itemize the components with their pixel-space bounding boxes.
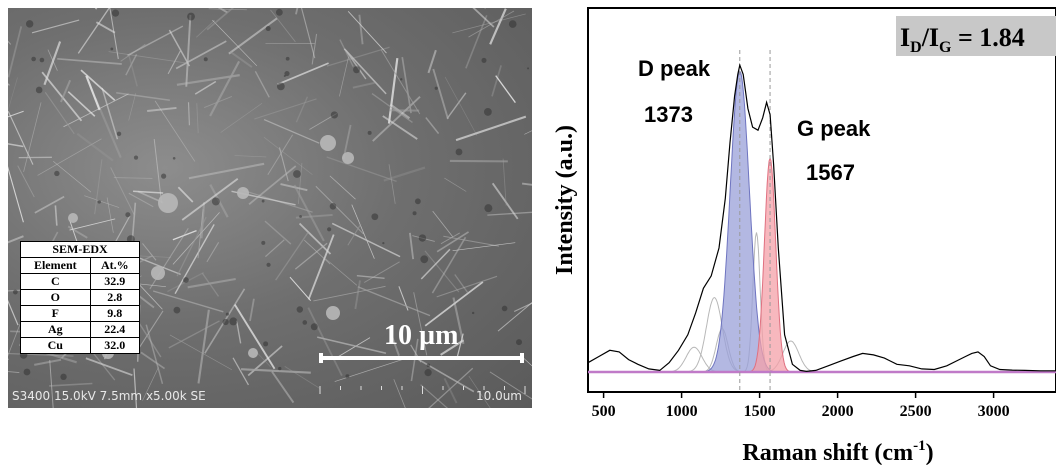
x-axis-ticks: 500 1000 1500 2000 2500 3000 bbox=[592, 392, 1010, 420]
x-axis-title-main: Raman shift (cm bbox=[742, 440, 913, 465]
ratio-value: = 1.84 bbox=[951, 23, 1024, 52]
x-tick-label: 3000 bbox=[978, 403, 1010, 420]
x-tick-label: 2500 bbox=[900, 403, 932, 420]
y-axis-title: Intensity (a.u.) bbox=[552, 125, 578, 275]
edx-value: 32.0 bbox=[89, 337, 141, 354]
x-tick-label: 1000 bbox=[666, 403, 698, 420]
sem-footer: S3400 15.0kV 7.5mm x5.00k SE 10.0um bbox=[8, 384, 532, 408]
d-peak-position: 1373 bbox=[644, 102, 693, 127]
sem-footer-info: S3400 15.0kV 7.5mm x5.00k SE bbox=[12, 389, 206, 403]
ratio-sub-g: G bbox=[939, 39, 952, 56]
x-tick-label: 2000 bbox=[822, 403, 854, 420]
edx-row: Ag 22.4 bbox=[20, 321, 141, 338]
scale-bar-label: 10 µm bbox=[384, 320, 459, 351]
edx-row: C 32.9 bbox=[20, 273, 141, 290]
plot-area bbox=[587, 50, 1056, 392]
x-tick-label: 1500 bbox=[744, 403, 776, 420]
ratio-label: ID/IG = 1.84 bbox=[900, 23, 1025, 56]
g-peak-position: 1567 bbox=[806, 160, 855, 185]
ratio-sub-d: D bbox=[910, 39, 922, 56]
edx-value: 9.8 bbox=[89, 305, 141, 322]
sem-texture bbox=[8, 8, 532, 408]
x-axis-title: Raman shift (cm-1) bbox=[742, 438, 933, 465]
sem-footer-scale: 10.0um bbox=[475, 389, 522, 403]
x-axis-title-sup: -1 bbox=[913, 438, 926, 454]
raman-spectrum-line bbox=[587, 62, 1056, 373]
ratio-prefix: I bbox=[900, 23, 910, 52]
scale-bar bbox=[319, 353, 524, 363]
sem-image: SEM-EDX Element At.% C 32.9 O 2.8 F 9.8 … bbox=[8, 8, 532, 408]
x-axis-title-close: ) bbox=[926, 440, 934, 465]
x-tick-label: 500 bbox=[592, 403, 616, 420]
sem-footer-ticks bbox=[319, 386, 526, 394]
edx-table: SEM-EDX Element At.% C 32.9 O 2.8 F 9.8 … bbox=[20, 241, 141, 354]
ratio-box bbox=[896, 16, 1056, 56]
g-peak-label: G peak bbox=[797, 116, 871, 141]
plot-frame bbox=[587, 7, 1056, 393]
ratio-slash: /I bbox=[921, 23, 939, 52]
d-peak-label: D peak bbox=[638, 56, 711, 81]
edx-row: Cu 32.0 bbox=[20, 337, 141, 354]
edx-element: Cu bbox=[20, 337, 91, 354]
edx-row: F 9.8 bbox=[20, 305, 141, 322]
